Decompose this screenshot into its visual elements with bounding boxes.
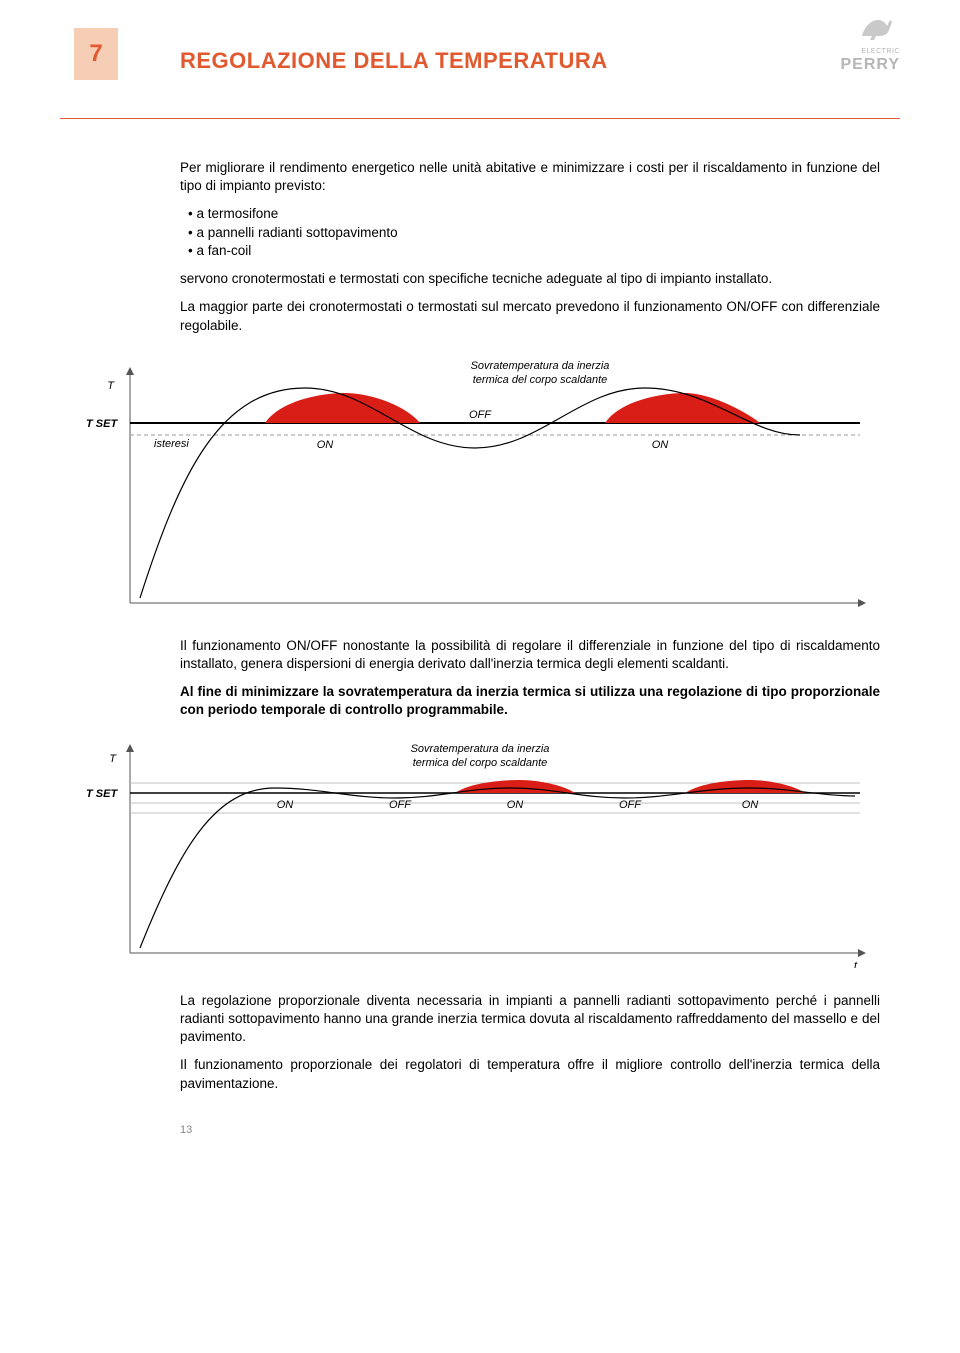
svg-text:ON: ON	[317, 439, 334, 451]
logo-brand: PERRY	[780, 56, 900, 74]
svg-text:termica del corpo scaldante: termica del corpo scaldante	[413, 757, 548, 769]
list-item: a fan-coil	[188, 242, 880, 260]
paragraph: La maggior parte dei cronotermostati o t…	[180, 298, 880, 334]
kangaroo-icon	[780, 10, 900, 45]
svg-text:isteresi: isteresi	[154, 438, 189, 450]
svg-text:termica del corpo scaldante: termica del corpo scaldante	[473, 374, 608, 386]
svg-text:ON: ON	[742, 799, 759, 811]
paragraph: La regolazione proporzionale diventa nec…	[180, 992, 880, 1047]
logo-tagline: ELECTRIC	[861, 48, 900, 55]
svg-text:Sovratemperatura da inerzia: Sovratemperatura da inerzia	[411, 743, 550, 755]
paragraph-bold: Al fine di minimizzare la sovratemperatu…	[180, 683, 880, 719]
page-number: 13	[180, 1123, 880, 1138]
intro-paragraph: Per migliorare il rendimento energetico …	[180, 159, 880, 195]
svg-text:ON: ON	[507, 799, 524, 811]
paragraph: Il funzionamento ON/OFF nonostante la po…	[180, 637, 880, 673]
svg-text:ON: ON	[277, 799, 294, 811]
onoff-hysteresis-chart: TT SETisteresiSovratemperatura da inerzi…	[60, 353, 880, 613]
list-item: a termosifone	[188, 205, 880, 223]
svg-text:OFF: OFF	[469, 409, 492, 421]
list-item: a pannelli radianti sottopavimento	[188, 224, 880, 242]
system-type-list: a termosifone a pannelli radianti sottop…	[188, 205, 880, 260]
header-divider	[60, 118, 900, 119]
page-title: REGOLAZIONE DELLA TEMPERATURA	[180, 48, 608, 73]
chapter-number: 7	[89, 40, 102, 68]
brand-logo: ELECTRIC PERRY	[780, 10, 900, 74]
svg-text:T SET: T SET	[86, 788, 118, 800]
svg-text:OFF: OFF	[389, 799, 412, 811]
svg-text:Sovratemperatura da inerzia: Sovratemperatura da inerzia	[471, 360, 610, 372]
proportional-control-chart: TT SETtSovratemperatura da inerziatermic…	[60, 738, 880, 968]
content-body: Per migliorare il rendimento energetico …	[180, 159, 880, 1138]
chapter-box: 7	[74, 28, 118, 80]
paragraph: servono cronotermostati e termostati con…	[180, 270, 880, 288]
svg-text:ON: ON	[652, 439, 669, 451]
svg-text:OFF: OFF	[619, 799, 642, 811]
svg-text:T SET: T SET	[86, 418, 118, 430]
paragraph: Il funzionamento proporzionale dei regol…	[180, 1056, 880, 1092]
